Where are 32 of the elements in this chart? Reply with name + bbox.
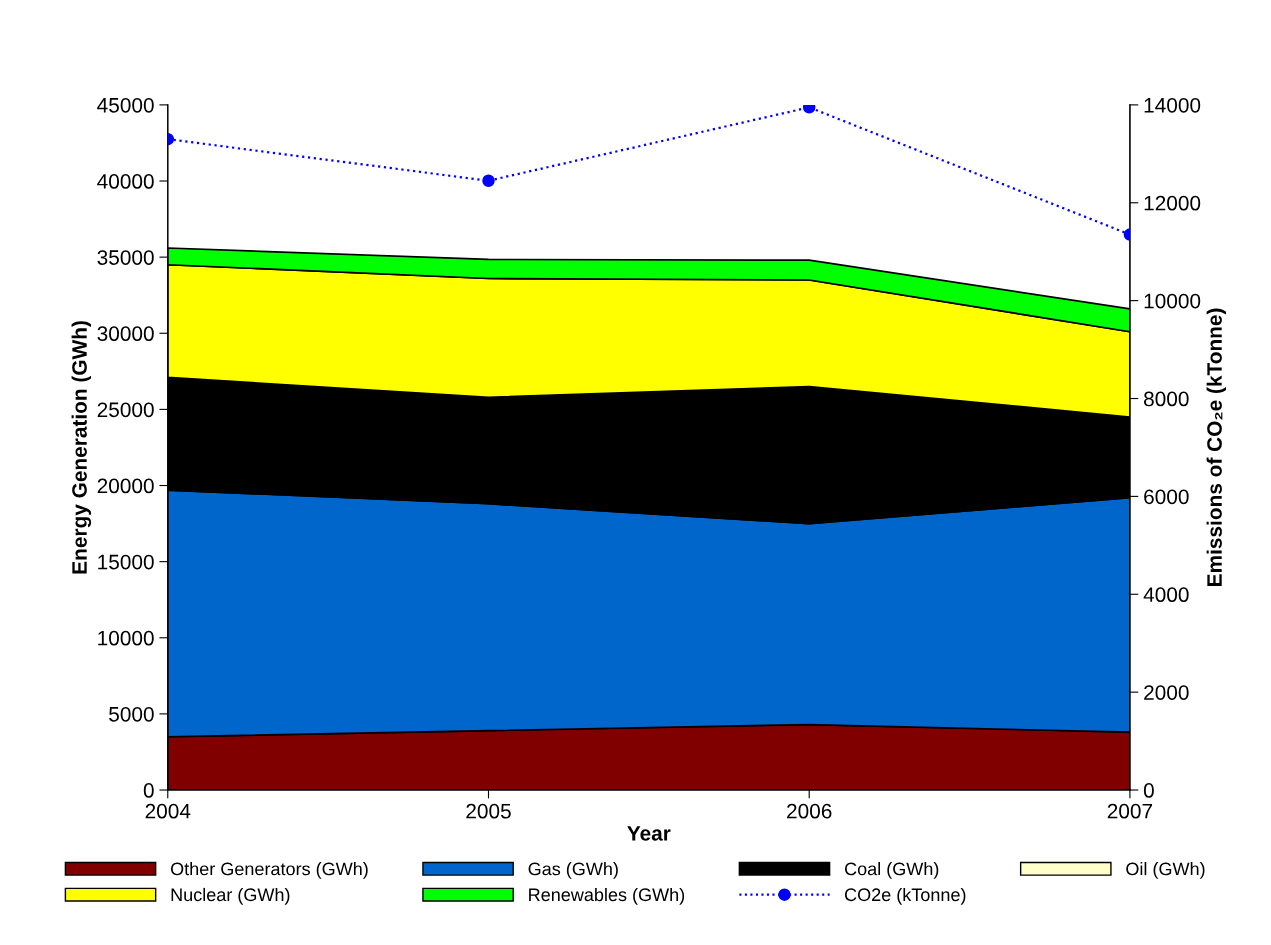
- y2-tick-label: 14000: [1144, 97, 1201, 113]
- y2-tick-label: 4000: [1143, 587, 1189, 603]
- y2-tick-label: 0: [1143, 783, 1154, 798]
- y-tick-label: 45000: [97, 97, 154, 113]
- legend-label: Renewables (GWh): [529, 887, 685, 905]
- x-tick-label: 2005: [466, 803, 511, 819]
- legend-label: CO2e (kTonne): [844, 887, 966, 905]
- y2-tick-label: 8000: [1144, 391, 1189, 407]
- y-tick-label: 25000: [97, 402, 154, 418]
- y-axis-title: Energy Generation (GWh): [71, 321, 92, 574]
- legend-label: Coal (GWh): [844, 862, 939, 879]
- y-tick-label: 15000: [98, 554, 154, 570]
- y-tick-label: 20000: [97, 478, 154, 494]
- y-tick-label: 30000: [97, 326, 154, 342]
- y-tick-label: 35000: [97, 250, 154, 265]
- y-tick-label: 10000: [98, 630, 154, 646]
- legend-label: Gas (GWh): [528, 862, 618, 879]
- y-tick-label: 5000: [109, 706, 154, 722]
- legend-label: Oil (GWh): [1126, 862, 1205, 879]
- legend-label: Other Generators (GWh): [170, 862, 368, 879]
- y2-tick-label: 2000: [1144, 685, 1189, 700]
- x-tick-label: 2006: [787, 803, 832, 819]
- x-tick-label: 2007: [1107, 803, 1153, 819]
- legend-label: Nuclear (GWh): [171, 887, 290, 905]
- y2-tick-label: 10000: [1144, 293, 1201, 309]
- y2-tick-label: 6000: [1144, 489, 1189, 505]
- x-tick-label: 2004: [145, 803, 191, 819]
- y-tick-label: 0: [143, 783, 154, 798]
- y2-tick-label: 12000: [1144, 195, 1201, 211]
- y-tick-label: 40000: [97, 174, 154, 189]
- y2-axis-title: Emissions of CO₂e (kTonne): [1206, 308, 1227, 586]
- x-axis-title: Year: [627, 826, 671, 841]
